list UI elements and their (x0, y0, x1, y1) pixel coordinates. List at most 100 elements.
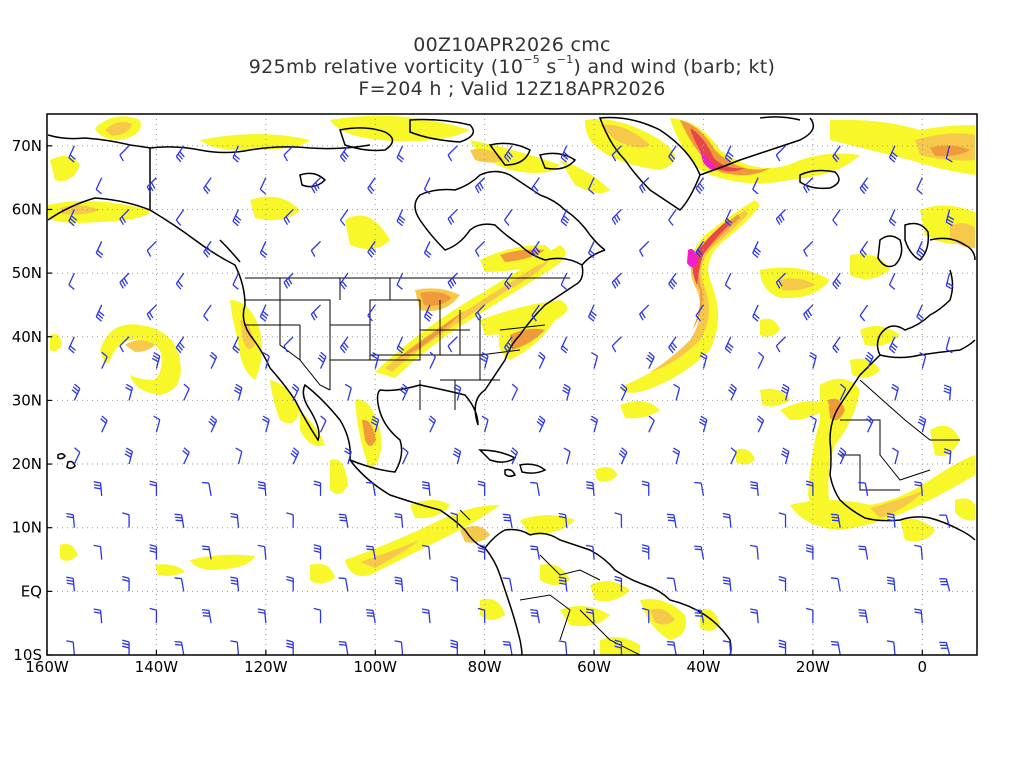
wind-barb-icon (370, 415, 380, 433)
wind-barb-icon (639, 240, 650, 257)
wind-barb-icon (235, 447, 243, 465)
wind-barb-icon (558, 640, 568, 655)
title-line-1: 00Z10APR2026 cmc (413, 34, 611, 56)
wind-barb-icon (805, 544, 814, 560)
wind-barb-icon (230, 640, 240, 655)
wind-barb-icon (803, 240, 814, 257)
wind-barb-icon (291, 383, 300, 401)
wind-barb-icon (146, 240, 157, 257)
wind-barb-icon (203, 177, 212, 195)
wind-barb-icon (310, 177, 321, 194)
wind-barb-icon (891, 447, 899, 465)
wind-barb-icon (146, 304, 157, 321)
wind-barb-icon (590, 415, 599, 433)
wind-barb-icon (563, 447, 571, 465)
wind-barb-icon (611, 336, 622, 353)
wind-barb-icon (259, 177, 267, 195)
wind-barb-icon (68, 145, 76, 163)
wind-barb-icon (560, 145, 570, 163)
wind-barb-icon (694, 545, 705, 560)
wind-barb-icon (125, 383, 134, 401)
wind-barb-icon (750, 481, 759, 496)
x-axis-label: 100W (354, 658, 398, 676)
wind-barb-icon (344, 383, 352, 401)
wind-barb-icon (209, 351, 218, 369)
wind-barb-icon (71, 383, 81, 401)
wind-barb-icon (201, 545, 212, 560)
wind-barb-icon (396, 272, 404, 290)
wind-barb-icon (175, 209, 185, 226)
wind-barb-icon (367, 304, 376, 322)
x-axis-label: 140W (135, 658, 179, 676)
wind-barb-icon (175, 272, 185, 290)
wind-barb-icon (778, 575, 787, 592)
wind-barb-icon (447, 336, 458, 353)
y-axis-label: 20N (12, 455, 42, 473)
wind-barb-icon (888, 145, 898, 163)
wind-barb-icon (694, 609, 705, 624)
wind-barb-icon (151, 351, 161, 369)
x-axis-label: 60W (577, 658, 611, 676)
wind-barb-icon (477, 607, 486, 624)
wind-barb-icon (230, 512, 240, 528)
y-axis-label: 70N (12, 137, 42, 155)
wind-barb-icon (399, 383, 409, 401)
wind-barb-icon (560, 209, 570, 227)
wind-barb-icon (866, 415, 874, 433)
wind-barb-icon (530, 609, 540, 624)
wind-barb-icon (421, 481, 431, 496)
wind-barb-icon (558, 576, 568, 592)
wind-barb-icon (531, 304, 540, 322)
wind-barb-icon (641, 480, 650, 496)
wind-barb-icon (832, 209, 841, 226)
y-axis-label: 30N (12, 391, 42, 409)
wind-barb-icon (530, 545, 540, 560)
wind-barb-icon (805, 607, 814, 624)
vorticity-shading (48, 115, 975, 655)
wind-barb-icon (474, 177, 486, 194)
wind-barb-icon (722, 512, 732, 528)
wind-barb-icon (775, 145, 786, 162)
wind-barb-icon (531, 240, 541, 258)
wind-barb-icon (423, 177, 431, 195)
wind-barb-icon (283, 145, 294, 162)
wind-barb-icon (666, 640, 677, 655)
wind-barb-icon (724, 209, 733, 227)
wind-barb-icon (914, 544, 923, 560)
wind-barb-icon (339, 145, 349, 163)
wind-barb-icon (775, 209, 786, 226)
wind-barb-icon (182, 447, 190, 465)
wind-barb-icon (119, 209, 130, 226)
wind-barb-icon (778, 512, 787, 528)
wind-barb-icon (149, 544, 158, 560)
wind-barb-icon (68, 336, 76, 354)
wind-barb-icon (614, 639, 623, 655)
wind-barb-icon (310, 304, 321, 321)
wind-barb-icon (752, 304, 760, 322)
wind-barb-icon (504, 336, 513, 354)
wind-barb-icon (319, 415, 327, 433)
x-axis-labels: 160W 140W 120W 100W 80W 60W 40W 20W 0 (25, 650, 927, 676)
wind-barb-icon (365, 481, 376, 496)
wind-barb-icon (668, 209, 677, 226)
wind-barb-icon (339, 272, 349, 290)
wind-barb-icon (175, 336, 185, 354)
wind-barb-icon (174, 513, 185, 528)
wind-barb-icon (338, 577, 349, 592)
wind-barb-icon (859, 304, 869, 322)
wind-barb-icon (233, 383, 243, 401)
wind-barb-icon (477, 480, 486, 496)
wind-barb-icon (778, 639, 787, 655)
wind-barb-icon (694, 481, 705, 496)
wind-barb-icon (611, 209, 622, 226)
wind-barb-icon (232, 209, 242, 227)
wind-barb-icon (914, 481, 923, 496)
y-axis-label: 10S (13, 646, 42, 664)
wind-barb-icon (724, 272, 732, 290)
wind-barb-icon (859, 240, 869, 258)
wind-barb-icon (585, 481, 595, 496)
wind-barb-icon (149, 480, 158, 496)
wind-barb-icon (283, 272, 294, 289)
wind-barb-icon (423, 241, 432, 259)
wind-barb-icon (858, 545, 869, 560)
